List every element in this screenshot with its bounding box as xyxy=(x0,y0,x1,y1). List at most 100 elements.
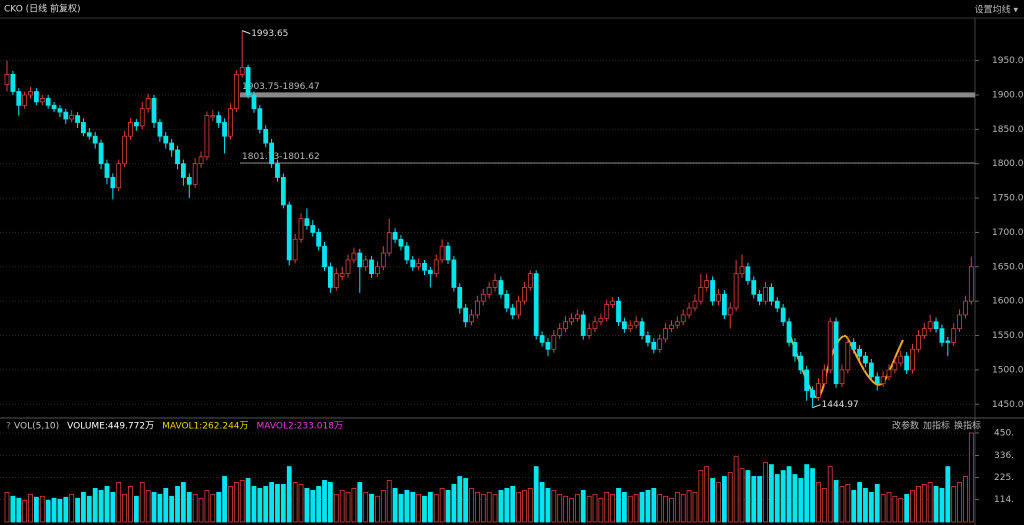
y-tick-label: 1800.00 xyxy=(992,159,1024,169)
volume-bar xyxy=(427,491,433,523)
volume-bar xyxy=(933,485,939,523)
candle-body xyxy=(792,341,798,357)
volume-bar xyxy=(345,491,351,523)
candle-body xyxy=(228,108,233,137)
volume-bar xyxy=(533,466,539,523)
level-label: 1903.75-1896.47 xyxy=(242,82,320,92)
volume-bar xyxy=(833,480,839,523)
volume-bar xyxy=(304,487,310,523)
candle-body xyxy=(669,324,674,330)
candle-body xyxy=(386,232,392,254)
candle-body xyxy=(416,262,422,268)
candle-body xyxy=(257,108,263,130)
y-tick-label: 1750.00 xyxy=(992,194,1024,204)
volume-bar xyxy=(275,483,280,523)
candle-body xyxy=(269,142,275,165)
volume-bar xyxy=(669,497,674,523)
volume-bar xyxy=(957,482,962,523)
candle-body xyxy=(63,111,69,120)
volume-bar xyxy=(251,485,257,523)
candle-body xyxy=(710,280,715,302)
candle-body xyxy=(786,321,792,343)
volume-bar xyxy=(257,487,263,523)
candle-body xyxy=(545,341,551,350)
volume-bar xyxy=(233,482,239,523)
candle-body xyxy=(522,287,527,302)
volume-bar xyxy=(133,495,139,523)
candle-body xyxy=(57,108,63,113)
volume-bar xyxy=(292,482,298,523)
candle-body xyxy=(780,307,786,323)
volume-bar xyxy=(180,482,186,523)
candle-body xyxy=(339,273,345,277)
volume-bar xyxy=(439,487,445,523)
candle-body xyxy=(422,262,427,271)
volume-bar xyxy=(245,478,251,523)
volume-bar xyxy=(327,482,333,523)
volume-bar xyxy=(510,485,516,523)
candle-body xyxy=(51,104,57,110)
volume-bar xyxy=(298,483,304,523)
volume-bar xyxy=(627,495,633,523)
candle-body xyxy=(563,321,568,330)
volume-bar xyxy=(639,491,645,523)
volume-bar xyxy=(798,478,804,523)
help-icon[interactable]: ? xyxy=(6,422,11,432)
volume-bar xyxy=(286,466,292,523)
candle-body xyxy=(445,245,451,261)
candle-body xyxy=(492,280,498,288)
candle-body xyxy=(86,132,92,137)
y-tick-label: 1850.00 xyxy=(992,125,1024,135)
volume-bar xyxy=(239,480,245,523)
volume-bar xyxy=(857,482,862,523)
panel-button[interactable]: 加指标 xyxy=(923,420,950,432)
candle-body xyxy=(186,177,192,185)
candle-body xyxy=(98,142,104,165)
low-pointer xyxy=(812,404,821,409)
volume-bar xyxy=(622,491,627,523)
volume-bar xyxy=(651,487,657,523)
candle-body xyxy=(128,122,133,137)
candle-body xyxy=(45,98,51,106)
candle-body xyxy=(857,348,862,357)
volume-legend: VOLUME:449.772万 xyxy=(67,422,154,432)
candle-body xyxy=(598,317,604,323)
volume-bar xyxy=(586,495,592,523)
panel-button[interactable]: 改参数 xyxy=(892,420,919,432)
volume-bar xyxy=(169,495,175,523)
volume-bar xyxy=(263,485,269,523)
candle-body xyxy=(963,300,968,316)
volume-legend: VOL(5,10) xyxy=(14,422,59,432)
volume-bar xyxy=(22,499,28,523)
volume-bar xyxy=(716,482,721,523)
volume-bar xyxy=(157,493,163,523)
volume-bar xyxy=(310,489,316,523)
volume-bar xyxy=(186,491,192,523)
chart-title: CKO (日线 前复权) xyxy=(4,3,81,15)
candle-body xyxy=(380,252,386,268)
candle-body xyxy=(139,108,145,127)
candle-body xyxy=(816,383,821,398)
candle-body xyxy=(280,177,286,206)
candle-body xyxy=(516,300,521,316)
volume-bar xyxy=(545,487,551,523)
candle-body xyxy=(34,91,39,103)
volume-bar xyxy=(228,485,233,523)
candle-body xyxy=(821,369,827,385)
candle-body xyxy=(357,252,363,268)
candle-body xyxy=(845,341,851,371)
volume-bar xyxy=(916,485,921,523)
candle-body xyxy=(398,238,404,247)
candle-body xyxy=(298,218,304,240)
volume-bar xyxy=(786,466,792,523)
candle-body xyxy=(510,307,516,316)
volume-bar xyxy=(580,489,586,523)
menu[interactable]: 设置均线 ▾ xyxy=(975,4,1019,16)
volume-bar xyxy=(816,482,821,523)
candle-body xyxy=(680,314,686,323)
volume-bar xyxy=(563,495,568,523)
candle-body xyxy=(427,269,433,275)
panel-button[interactable]: 换指标 xyxy=(954,420,981,432)
y-tick-label: 1700.00 xyxy=(992,228,1024,238)
candle-body xyxy=(851,341,857,350)
